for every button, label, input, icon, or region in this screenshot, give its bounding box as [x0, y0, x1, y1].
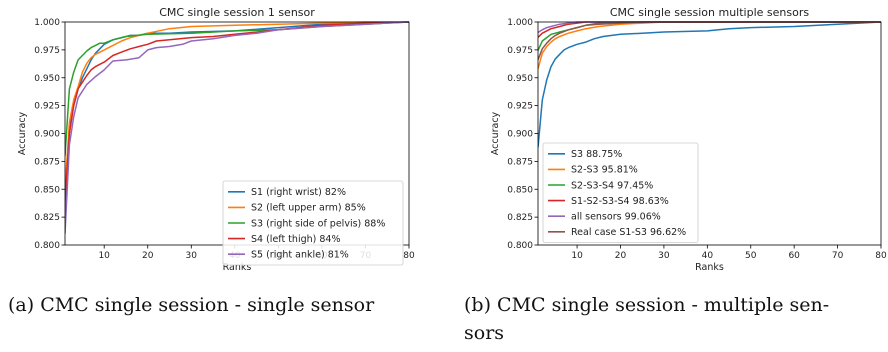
- chart-1-ytick-label: 0.975: [34, 46, 60, 56]
- chart-2-legend-label-5: all sensors 99.06%: [571, 212, 661, 223]
- chart-2-ytick-label: 0.975: [507, 46, 533, 56]
- chart-1-series-line-3: [65, 21, 409, 156]
- chart-1-legend-label-2: S2 (left upper arm) 85%: [251, 203, 366, 214]
- chart-1-xtick-label: 80: [403, 251, 415, 261]
- chart-1-ytick-label: 0.850: [34, 185, 60, 195]
- chart-1-legend-label-5: S5 (right ankle) 81%: [251, 250, 349, 261]
- chart-2-ytick-label: 0.950: [507, 74, 533, 84]
- caption-b-line1: (b) CMC single session - multiple sen-: [464, 294, 830, 316]
- chart-2-plot-frame: [537, 21, 882, 246]
- chart-2-series-line-2: [538, 21, 881, 69]
- chart-2-ytick-label: 0.875: [507, 157, 533, 167]
- chart-1-ytick-label: 0.900: [34, 130, 60, 140]
- chart-1-ytick-label: 0.825: [34, 213, 60, 223]
- chart-2-title: CMC single session multiple sensors: [610, 6, 809, 19]
- chart-2-ytick-label: 0.900: [507, 130, 533, 140]
- chart-2-legend-label-3: S2-S3-S4 97.45%: [571, 180, 653, 191]
- chart-2-xtick-label: 20: [615, 251, 627, 261]
- chart-1-xtick-label: 20: [142, 251, 154, 261]
- chart-1-title: CMC single session 1 sensor: [159, 6, 315, 19]
- chart-2-xtick-label: 70: [832, 251, 844, 261]
- chart-2-xtick-label: 60: [788, 251, 800, 261]
- chart-1-ytick-label: 0.925: [34, 102, 60, 112]
- figure-canvas: CMC single session 1 sensor 0.800 0.825 0.8…: [17, 6, 887, 273]
- chart-2-xtick-label: 80: [875, 251, 887, 261]
- chart-1-series-line-4: [65, 21, 409, 201]
- chart-2-series-line-3: [538, 21, 881, 51]
- chart-2-xtick-label: 10: [571, 251, 583, 261]
- chart-2-ytick-label: 0.825: [507, 213, 533, 223]
- chart-2-xtick-label: 40: [702, 251, 714, 261]
- chart-2-legend-label-1: S3 88.75%: [571, 149, 622, 160]
- chart-2-series-line-6: [538, 21, 881, 60]
- chart-1-legend-label-1: S1 (right wrist) 82%: [251, 187, 346, 198]
- caption-b-line2: sors: [464, 322, 505, 344]
- chart-2-ytick-label: 0.800: [507, 241, 533, 251]
- chart-2-legend-box: [542, 142, 699, 243]
- chart-1-series-line-5: [65, 21, 409, 234]
- chart-1-ytick-label: 0.875: [34, 157, 60, 167]
- chart-1-ytick-label: 1.000: [34, 18, 60, 28]
- chart-1-ytick-label: 0.800: [34, 241, 60, 251]
- chart-1-legend-label-3: S3 (right side of pelvis) 88%: [251, 218, 385, 229]
- chart-1-xlabel: Ranks: [223, 262, 252, 273]
- caption-a: (a) CMC single session - single sensor: [8, 294, 375, 316]
- chart-2-series-line-1: [538, 21, 881, 148]
- chart-2-ytick-label: 1.000: [507, 18, 533, 28]
- chart-2-legend-label-6: Real case S1-S3 96.62%: [571, 227, 686, 238]
- chart-1-legend-box: [222, 180, 404, 266]
- chart-1-xtick-label: 30: [186, 251, 198, 261]
- chart-2-ytick-label: 0.850: [507, 185, 533, 195]
- chart-2-xlabel: Ranks: [695, 262, 724, 273]
- chart-2-ylabel: Accuracy: [490, 111, 501, 155]
- chart-1-xtick-label: 10: [98, 251, 110, 261]
- chart-2-legend-label-2: S2-S3 95.81%: [571, 165, 638, 176]
- chart-1-ylabel: Accuracy: [17, 111, 28, 155]
- chart-1-legend-label-4: S4 (left thigh) 84%: [251, 234, 341, 245]
- chart-1-ytick-label: 0.950: [34, 74, 60, 84]
- chart-2-xtick-label: 30: [658, 251, 670, 261]
- chart-1-series-line-2: [65, 21, 409, 190]
- chart-2-ytick-label: 0.925: [507, 102, 533, 112]
- chart-2-xtick-label: 50: [745, 251, 757, 261]
- chart-2-legend-label-4: S1-S2-S3-S4 98.63%: [571, 196, 669, 207]
